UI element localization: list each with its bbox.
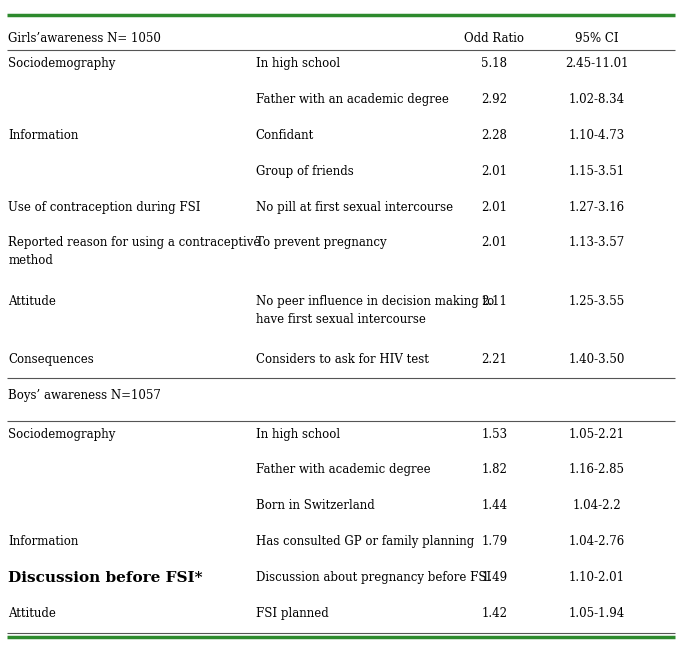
Text: Consequences: Consequences xyxy=(8,353,94,367)
Text: Considers to ask for HIV test: Considers to ask for HIV test xyxy=(256,353,428,367)
Text: 1.02-8.34: 1.02-8.34 xyxy=(569,93,625,106)
Text: 1.13-3.57: 1.13-3.57 xyxy=(569,236,625,250)
Text: 2.01: 2.01 xyxy=(481,165,507,178)
Text: 2.21: 2.21 xyxy=(481,353,507,367)
Text: 2.01: 2.01 xyxy=(481,201,507,214)
Text: Discussion before FSI*: Discussion before FSI* xyxy=(8,571,203,585)
Text: 1.42: 1.42 xyxy=(481,607,507,620)
Text: 1.44: 1.44 xyxy=(481,499,507,513)
Text: In high school: In high school xyxy=(256,428,340,441)
Text: Attitude: Attitude xyxy=(8,607,56,620)
Text: Boys’ awareness N=1057: Boys’ awareness N=1057 xyxy=(8,389,161,402)
Text: 1.79: 1.79 xyxy=(481,535,507,548)
Text: 1.15-3.51: 1.15-3.51 xyxy=(569,165,625,178)
Text: 1.10-2.01: 1.10-2.01 xyxy=(569,571,625,584)
Text: Father with an academic degree: Father with an academic degree xyxy=(256,93,449,106)
Text: In high school: In high school xyxy=(256,57,340,70)
Text: 1.05-1.94: 1.05-1.94 xyxy=(569,607,625,620)
Text: Information: Information xyxy=(8,535,78,548)
Text: Use of contraception during FSI: Use of contraception during FSI xyxy=(8,201,201,214)
Text: No pill at first sexual intercourse: No pill at first sexual intercourse xyxy=(256,201,453,214)
Text: Father with academic degree: Father with academic degree xyxy=(256,463,430,477)
Text: 2.01: 2.01 xyxy=(481,236,507,250)
Text: Attitude: Attitude xyxy=(8,295,56,308)
Text: 5.18: 5.18 xyxy=(481,57,507,70)
Text: 2.92: 2.92 xyxy=(481,93,507,106)
Text: 2.11: 2.11 xyxy=(481,295,507,308)
Text: 1.04-2.76: 1.04-2.76 xyxy=(569,535,625,548)
Text: Has consulted GP or family planning: Has consulted GP or family planning xyxy=(256,535,474,548)
Text: Sociodemography: Sociodemography xyxy=(8,428,115,441)
Text: FSI planned: FSI planned xyxy=(256,607,329,620)
Text: Girls’awareness N= 1050: Girls’awareness N= 1050 xyxy=(8,32,161,45)
Text: Reported reason for using a contraceptive: Reported reason for using a contraceptiv… xyxy=(8,236,261,250)
Text: 1.05-2.21: 1.05-2.21 xyxy=(569,428,625,441)
Text: Confidant: Confidant xyxy=(256,129,314,142)
Text: Group of friends: Group of friends xyxy=(256,165,353,178)
Text: 2.45-11.01: 2.45-11.01 xyxy=(565,57,629,70)
Text: Sociodemography: Sociodemography xyxy=(8,57,115,70)
Text: Discussion about pregnancy before FSI: Discussion about pregnancy before FSI xyxy=(256,571,491,584)
Text: 2.28: 2.28 xyxy=(481,129,507,142)
Text: 1.10-4.73: 1.10-4.73 xyxy=(569,129,625,142)
Text: 1.16-2.85: 1.16-2.85 xyxy=(569,463,625,477)
Text: Information: Information xyxy=(8,129,78,142)
Text: No peer influence in decision making to: No peer influence in decision making to xyxy=(256,295,494,308)
Text: To prevent pregnancy: To prevent pregnancy xyxy=(256,236,387,250)
Text: 1.04-2.2: 1.04-2.2 xyxy=(572,499,621,513)
Text: 95% CI: 95% CI xyxy=(575,32,619,45)
Text: Born in Switzerland: Born in Switzerland xyxy=(256,499,374,513)
Text: 1.40-3.50: 1.40-3.50 xyxy=(569,353,625,367)
Text: 1.25-3.55: 1.25-3.55 xyxy=(569,295,625,308)
Text: 1.82: 1.82 xyxy=(481,463,507,477)
Text: have first sexual intercourse: have first sexual intercourse xyxy=(256,313,426,326)
Text: 1.27-3.16: 1.27-3.16 xyxy=(569,201,625,214)
Text: Odd Ratio: Odd Ratio xyxy=(464,32,524,45)
Text: 1.53: 1.53 xyxy=(481,428,507,441)
Text: 1.49: 1.49 xyxy=(481,571,507,584)
Text: method: method xyxy=(8,254,53,268)
